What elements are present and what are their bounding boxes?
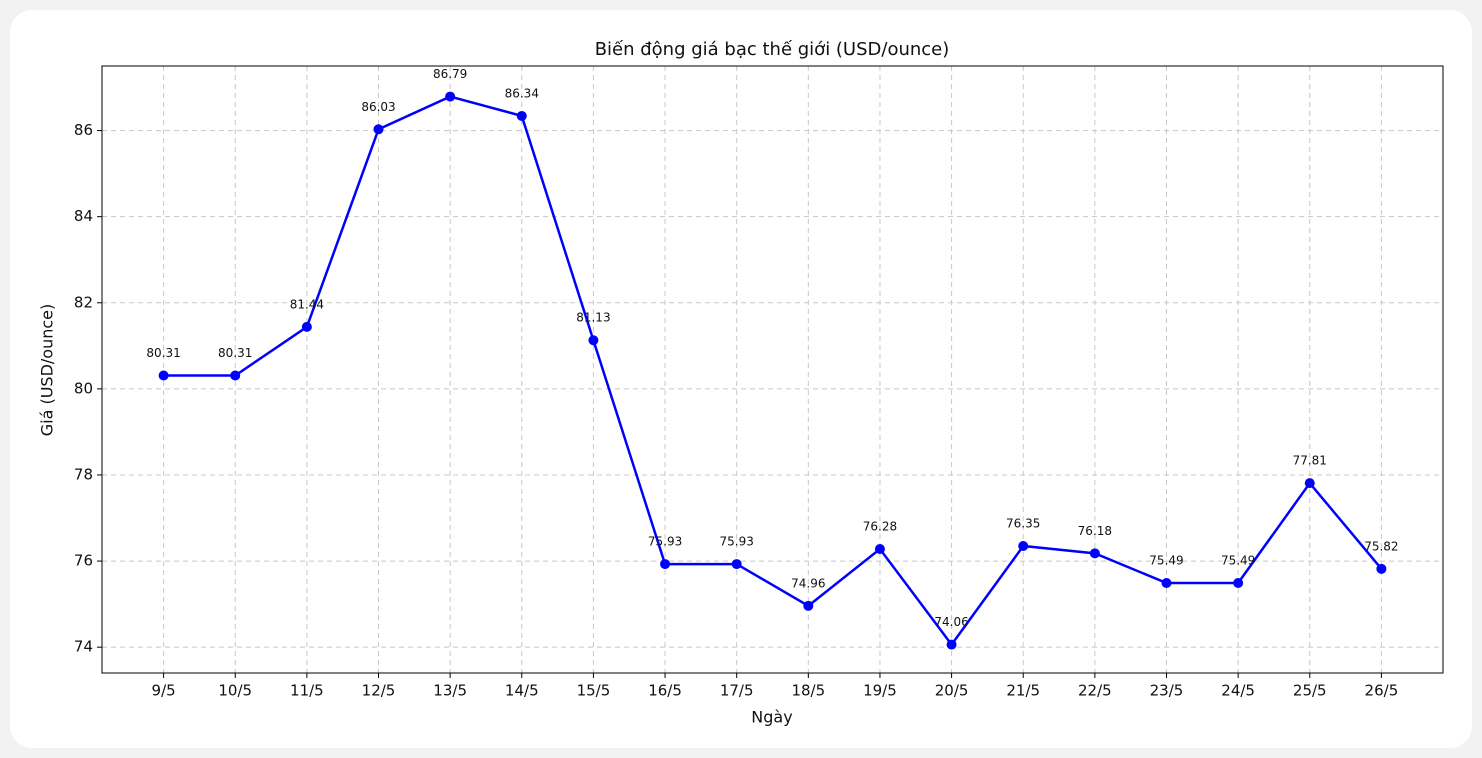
data-label: 75.93 bbox=[648, 535, 682, 549]
data-label: 75.93 bbox=[720, 535, 754, 549]
x-tick-label: 12/5 bbox=[362, 682, 396, 700]
data-label: 74.06 bbox=[934, 615, 968, 629]
data-label: 86.03 bbox=[361, 100, 395, 114]
data-label: 81.44 bbox=[290, 297, 324, 311]
marker bbox=[1089, 548, 1100, 559]
marker bbox=[373, 124, 384, 135]
marker bbox=[445, 91, 456, 102]
y-tick-label: 78 bbox=[74, 465, 93, 483]
marker bbox=[660, 559, 671, 570]
x-tick-label: 11/5 bbox=[290, 682, 324, 700]
x-tick-label: 20/5 bbox=[935, 682, 969, 700]
x-tick-label: 16/5 bbox=[648, 682, 682, 700]
data-label: 86.79 bbox=[433, 67, 467, 81]
x-tick-label: 18/5 bbox=[791, 682, 825, 700]
x-tick-label: 24/5 bbox=[1221, 682, 1255, 700]
x-tick-label: 26/5 bbox=[1365, 682, 1399, 700]
marker bbox=[803, 600, 814, 611]
x-tick-label: 13/5 bbox=[433, 682, 467, 700]
marker bbox=[301, 321, 312, 332]
x-tick-label: 23/5 bbox=[1150, 682, 1184, 700]
data-label: 74.96 bbox=[791, 576, 825, 590]
marker bbox=[1304, 478, 1315, 489]
marker bbox=[516, 110, 527, 121]
y-tick-label: 76 bbox=[74, 552, 93, 570]
data-label: 80.31 bbox=[146, 346, 180, 360]
x-tick-label: 17/5 bbox=[720, 682, 754, 700]
data-label: 76.28 bbox=[863, 520, 897, 534]
x-tick-label: 19/5 bbox=[863, 682, 897, 700]
marker bbox=[1161, 578, 1172, 589]
marker bbox=[158, 370, 169, 381]
x-tick-label: 25/5 bbox=[1293, 682, 1327, 700]
data-label: 77.81 bbox=[1293, 454, 1327, 468]
marker bbox=[230, 370, 241, 381]
data-label: 76.35 bbox=[1006, 517, 1040, 531]
marker bbox=[874, 544, 885, 555]
marker bbox=[588, 335, 599, 346]
x-axis-label: Ngày bbox=[751, 708, 792, 727]
marker bbox=[1233, 578, 1244, 589]
y-tick-label: 86 bbox=[74, 121, 93, 139]
data-label: 75.82 bbox=[1364, 539, 1398, 553]
data-label: 81.13 bbox=[576, 311, 610, 325]
line bbox=[163, 95, 1383, 647]
y-axis-label: Giá (USD/ounce) bbox=[38, 304, 57, 437]
y-tick-label: 84 bbox=[74, 207, 93, 225]
marker bbox=[731, 559, 742, 570]
data-label: 75.49 bbox=[1149, 554, 1183, 568]
x-tick-label: 14/5 bbox=[505, 682, 539, 700]
data-label: 76.18 bbox=[1078, 524, 1112, 538]
data-label: 80.31 bbox=[218, 346, 252, 360]
y-tick-label: 80 bbox=[74, 379, 93, 397]
marker bbox=[946, 639, 957, 650]
x-tick-label: 10/5 bbox=[218, 682, 252, 700]
y-tick-label: 74 bbox=[74, 638, 93, 656]
marker bbox=[1376, 563, 1387, 574]
chart-title: Biến động giá bạc thế giới (USD/ounce) bbox=[595, 39, 950, 60]
x-tick-label: 15/5 bbox=[577, 682, 611, 700]
x-tick-label: 21/5 bbox=[1006, 682, 1040, 700]
plot-frame bbox=[101, 65, 1444, 674]
marker bbox=[1018, 541, 1029, 552]
data-label: 86.34 bbox=[505, 86, 539, 100]
x-tick-label: 22/5 bbox=[1078, 682, 1112, 700]
x-tick-label: 9/5 bbox=[152, 682, 176, 700]
card bbox=[10, 10, 1472, 748]
data-label: 75.49 bbox=[1221, 554, 1255, 568]
y-tick-label: 82 bbox=[74, 293, 93, 311]
